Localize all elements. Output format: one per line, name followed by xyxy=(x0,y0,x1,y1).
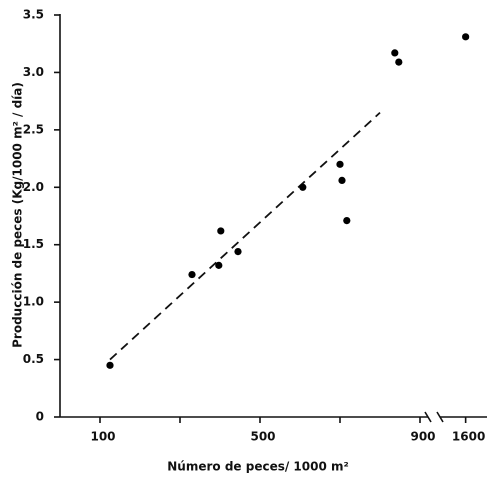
y-tick-label: 2.5 xyxy=(23,122,44,136)
y-tick-label: 0.5 xyxy=(23,352,44,366)
point xyxy=(395,58,403,66)
y-tick-label: 1.5 xyxy=(23,237,44,251)
point xyxy=(234,248,242,256)
y-tick-label: 3.0 xyxy=(23,65,44,79)
y-tick-label: 0 xyxy=(36,410,44,424)
point xyxy=(106,361,114,369)
point xyxy=(462,33,470,41)
y-axis-label: Producción de peces (Kg/1000 m² / día) xyxy=(11,82,25,348)
x-tick-label: 500 xyxy=(250,430,275,444)
point xyxy=(391,49,399,57)
point xyxy=(336,160,344,168)
point xyxy=(343,216,351,225)
point xyxy=(299,183,307,191)
point xyxy=(217,227,225,235)
point xyxy=(215,261,223,269)
trend-line xyxy=(109,111,381,361)
x-tick-label: 900 xyxy=(410,430,435,444)
y-tick-label: 2.0 xyxy=(23,180,44,194)
x-tick-label: 1600 xyxy=(452,430,485,444)
x-tick-label: 100 xyxy=(90,430,115,444)
x-axis-label: Número de peces/ 1000 m² xyxy=(167,460,349,474)
y-tick-label: 3.5 xyxy=(23,8,44,22)
point xyxy=(188,270,196,279)
y-tick-label: 1.0 xyxy=(23,295,44,309)
point xyxy=(338,176,346,184)
